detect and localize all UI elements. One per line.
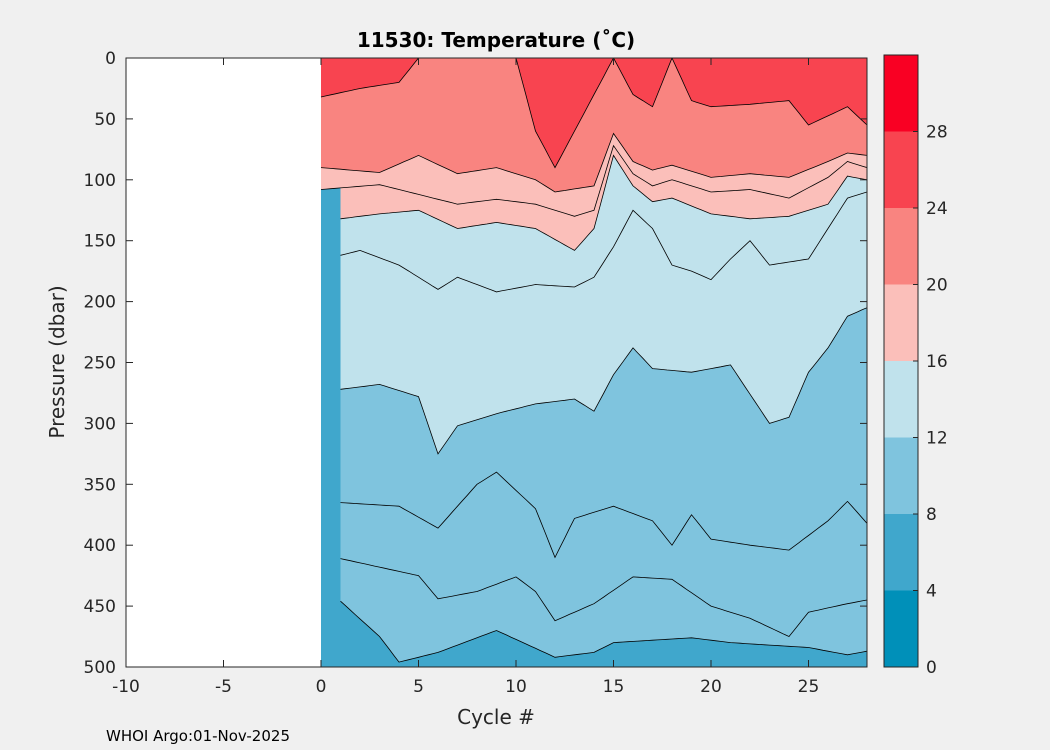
contour-band-24 [321, 58, 867, 168]
colorbar-tick-label: 20 [926, 276, 948, 296]
contour-line-18 [320, 144, 867, 217]
y-tick-label: 500 [84, 658, 116, 678]
colorbar [883, 54, 919, 668]
colorbar-tick-label: 24 [926, 199, 948, 219]
y-tick-label: 300 [84, 414, 116, 434]
contour-line-8 [340, 600, 867, 663]
colorbar-tick-label: 8 [926, 505, 937, 525]
contour-line-14 [340, 191, 867, 293]
y-tick-label: 350 [84, 475, 116, 495]
x-tick-label: 20 [700, 677, 722, 697]
colorbar-swatch [884, 55, 918, 132]
y-axis-ticks: 0 50 100 150 200 250 300 350 400 450 500 [84, 49, 867, 678]
y-tick-label: 100 [84, 171, 116, 191]
y-tick-label: 450 [84, 597, 116, 617]
colorbar-swatch [884, 131, 918, 208]
x-tick-label: 25 [798, 677, 820, 697]
colorbar-tick-label: 28 [926, 123, 948, 143]
x-tick-label: -10 [112, 677, 140, 697]
x-tick-label: 5 [413, 677, 424, 697]
colorbar-swatch [884, 437, 918, 514]
contour-line-16 [340, 154, 867, 251]
colorbar-tick-label: 12 [926, 429, 948, 449]
x-tick-label: -5 [215, 677, 232, 697]
contour-fills [126, 58, 867, 667]
colorbar-swatch [884, 361, 918, 438]
y-tick-label: 50 [94, 110, 116, 130]
y-tick-label: 250 [84, 354, 116, 374]
colorbar-swatch [884, 590, 918, 667]
y-tick-label: 0 [105, 49, 116, 69]
colorbar-tick-label: 0 [926, 658, 937, 678]
x-tick-label: 15 [603, 677, 625, 697]
y-axis-label: Pressure (dbar) [45, 285, 69, 438]
colorbar-swatch [884, 208, 918, 285]
x-axis-ticks: -10 -5 0 5 10 15 20 25 [112, 58, 819, 697]
colorbar-swatch [884, 284, 918, 361]
y-tick-label: 200 [84, 293, 116, 313]
colorbar-swatch [884, 514, 918, 591]
footer-annotation: WHOI Argo:01-Nov-2025 [106, 727, 290, 745]
contour-line-12 [340, 307, 867, 455]
y-tick-label: 400 [84, 536, 116, 556]
colorbar-tick-label: 4 [926, 582, 937, 602]
chart-title: 11530: Temperature (˚C) [357, 28, 635, 52]
contour-line-10 [340, 558, 867, 637]
y-tick-label: 150 [84, 232, 116, 252]
x-tick-label: 10 [505, 677, 527, 697]
contour-line-11 [340, 471, 867, 559]
x-axis-label: Cycle # [457, 705, 535, 729]
x-tick-label: 0 [316, 677, 327, 697]
contour-line-20 [320, 132, 867, 193]
colorbar-tick-label: 16 [926, 352, 948, 372]
colorbar-ticks: 0 4 8 12 16 20 24 28 [913, 123, 948, 678]
contour-line-24 [320, 58, 867, 169]
no-data-region [126, 58, 321, 667]
contour-lines [320, 58, 867, 663]
